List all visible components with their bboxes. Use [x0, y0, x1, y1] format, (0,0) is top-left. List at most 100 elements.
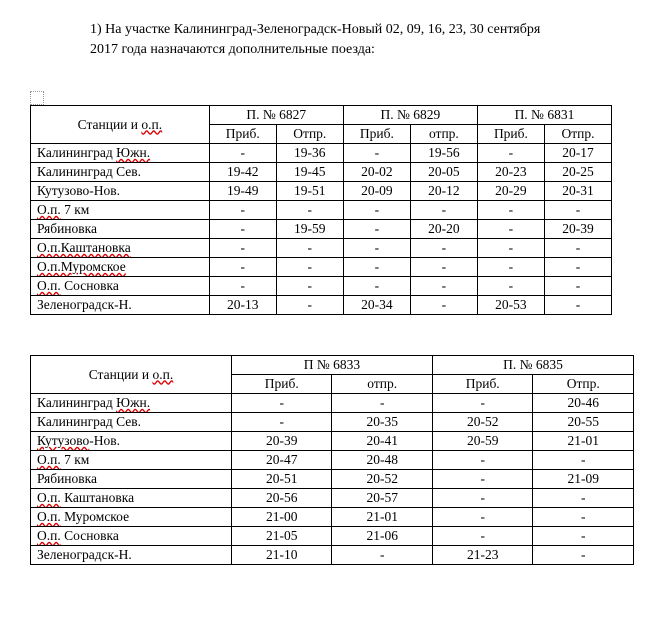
time-cell: 20-35 — [332, 413, 433, 432]
time-cell: - — [533, 527, 634, 546]
table2-body: Калининград Южн.---20-46Калининград Сев.… — [31, 394, 634, 565]
time-cell: - — [209, 239, 276, 258]
col-header-train2: П. № 6829 — [343, 106, 477, 125]
time-cell: - — [410, 277, 477, 296]
station-cell: Калининград Южн. — [31, 144, 210, 163]
station-cell: Калининград Южн. — [31, 394, 232, 413]
sub-dep: отпр. — [410, 125, 477, 144]
table-row: О.п. Муромское21-0021-01-- — [31, 508, 634, 527]
time-cell: 19-59 — [276, 220, 343, 239]
time-cell: 20-52 — [432, 413, 532, 432]
time-cell: 20-31 — [544, 182, 611, 201]
time-cell: 20-56 — [231, 489, 331, 508]
sub-arr: Приб. — [231, 375, 331, 394]
col-header-station: Станции и о.п. — [31, 356, 232, 394]
time-cell: 19-56 — [410, 144, 477, 163]
station-cell: О.п.Каштановка — [31, 239, 210, 258]
time-cell: 21-09 — [533, 470, 634, 489]
time-cell: - — [533, 451, 634, 470]
table1-body: Калининград Южн.-19-36-19-56-20-17Калини… — [31, 144, 612, 315]
time-cell: 19-42 — [209, 163, 276, 182]
time-cell: - — [343, 258, 410, 277]
sub-dep: Отпр. — [533, 375, 634, 394]
table-row: Зеленоградск-Н.21-10-21-23- — [31, 546, 634, 565]
time-cell: - — [432, 489, 532, 508]
sub-arr: Приб. — [432, 375, 532, 394]
station-cell: Рябиновка — [31, 470, 232, 489]
table-row: О.п. Сосновка------ — [31, 277, 612, 296]
time-cell: - — [209, 277, 276, 296]
time-cell: - — [332, 546, 433, 565]
time-cell: - — [276, 277, 343, 296]
time-cell: 20-39 — [544, 220, 611, 239]
time-cell: - — [477, 239, 544, 258]
time-cell: - — [432, 508, 532, 527]
time-cell: - — [343, 144, 410, 163]
table-row: О.п.Муромское------ — [31, 258, 612, 277]
time-cell: - — [432, 470, 532, 489]
time-cell: 19-49 — [209, 182, 276, 201]
time-cell: - — [544, 296, 611, 315]
station-cell: О.п. Муромское — [31, 508, 232, 527]
table-row: Калининград Южн.-19-36-19-56-20-17 — [31, 144, 612, 163]
time-cell: - — [544, 258, 611, 277]
station-cell: Кутузово-Нов. — [31, 432, 232, 451]
time-cell: - — [231, 413, 331, 432]
col-header-train1: П № 6833 — [231, 356, 432, 375]
table-row: Рябиновка-19-59-20-20-20-39 — [31, 220, 612, 239]
station-cell: О.п. 7 км — [31, 451, 232, 470]
heading-number: 1) — [90, 22, 102, 37]
time-cell: 20-12 — [410, 182, 477, 201]
time-cell: - — [209, 201, 276, 220]
col-header-train3: П. № 6831 — [477, 106, 611, 125]
time-cell: - — [276, 201, 343, 220]
table-row: Калининград Южн.---20-46 — [31, 394, 634, 413]
station-cell: Рябиновка — [31, 220, 210, 239]
table-row: О.п. 7 км------ — [31, 201, 612, 220]
time-cell: - — [410, 201, 477, 220]
time-cell: 20-39 — [231, 432, 331, 451]
time-cell: - — [343, 220, 410, 239]
time-cell: 20-23 — [477, 163, 544, 182]
time-cell: 20-02 — [343, 163, 410, 182]
table2-container: Станции и о.п. П № 6833 П. № 6835 Приб. … — [30, 355, 634, 565]
time-cell: 20-55 — [533, 413, 634, 432]
time-cell: - — [231, 394, 331, 413]
time-cell: 20-05 — [410, 163, 477, 182]
time-cell: 20-09 — [343, 182, 410, 201]
time-cell: 21-01 — [332, 508, 433, 527]
station-cell: Зеленоградск-Н. — [31, 296, 210, 315]
col-header-train2: П. № 6835 — [432, 356, 633, 375]
table-row: Кутузово-Нов.19-4919-5120-0920-1220-2920… — [31, 182, 612, 201]
time-cell: - — [533, 508, 634, 527]
time-cell: 19-45 — [276, 163, 343, 182]
table-row: Зеленоградск-Н.20-13-20-34-20-53- — [31, 296, 612, 315]
time-cell: 20-41 — [332, 432, 433, 451]
heading-line2: 2017 года назначаются дополнительные пое… — [90, 42, 375, 57]
time-cell: - — [544, 239, 611, 258]
time-cell: - — [477, 201, 544, 220]
station-cell: О.п. 7 км — [31, 201, 210, 220]
time-cell: - — [343, 239, 410, 258]
table-row: Рябиновка20-5120-52-21-09 — [31, 470, 634, 489]
time-cell: - — [544, 201, 611, 220]
time-cell: 20-17 — [544, 144, 611, 163]
time-cell: 20-13 — [209, 296, 276, 315]
time-cell: - — [276, 296, 343, 315]
time-cell: - — [209, 258, 276, 277]
time-cell: 20-59 — [432, 432, 532, 451]
time-cell: - — [209, 220, 276, 239]
time-cell: 20-51 — [231, 470, 331, 489]
time-cell: - — [432, 527, 532, 546]
schedule-table-1: Станции и о.п. П. № 6827 П. № 6829 П. № … — [30, 105, 612, 315]
time-cell: 20-48 — [332, 451, 433, 470]
document-heading: 1) На участке Калининград-Зеленоградск-Н… — [90, 20, 634, 59]
table-row: О.п.Каштановка------ — [31, 239, 612, 258]
time-cell: 20-57 — [332, 489, 433, 508]
time-cell: 21-01 — [533, 432, 634, 451]
time-cell: - — [477, 144, 544, 163]
station-cell: Зеленоградск-Н. — [31, 546, 232, 565]
time-cell: 19-51 — [276, 182, 343, 201]
table-row: Кутузово-Нов.20-3920-4120-5921-01 — [31, 432, 634, 451]
table-row: Калининград Сев.19-4219-4520-0220-0520-2… — [31, 163, 612, 182]
